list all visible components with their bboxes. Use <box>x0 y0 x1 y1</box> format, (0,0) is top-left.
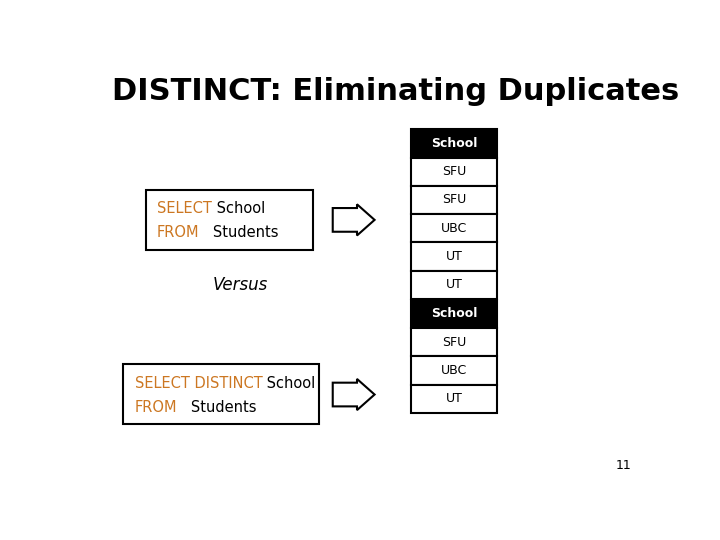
Bar <box>411 214 498 242</box>
Text: Students: Students <box>177 400 256 415</box>
Text: UT: UT <box>446 250 462 263</box>
Bar <box>411 300 498 328</box>
Bar <box>411 186 498 214</box>
Text: UT: UT <box>446 278 462 291</box>
Text: SFU: SFU <box>442 165 467 178</box>
Bar <box>411 158 498 186</box>
Bar <box>411 356 498 384</box>
Bar <box>411 242 498 271</box>
Text: FROM: FROM <box>135 400 177 415</box>
Text: School: School <box>431 307 477 320</box>
Text: 11: 11 <box>616 460 631 472</box>
Text: School: School <box>212 201 265 217</box>
Polygon shape <box>333 379 374 410</box>
Text: DISTINCT: Eliminating Duplicates: DISTINCT: Eliminating Duplicates <box>112 77 680 106</box>
Text: UBC: UBC <box>441 222 467 235</box>
Bar <box>411 271 498 299</box>
Text: SFU: SFU <box>442 193 467 206</box>
Text: School: School <box>262 376 315 391</box>
Text: Students: Students <box>199 225 279 240</box>
Text: SELECT: SELECT <box>157 201 212 217</box>
Polygon shape <box>333 204 374 235</box>
Text: UBC: UBC <box>441 364 467 377</box>
Bar <box>411 328 498 356</box>
Text: Versus: Versus <box>213 276 268 294</box>
Bar <box>411 129 498 158</box>
Bar <box>124 364 319 424</box>
Text: School: School <box>431 137 477 150</box>
Text: SFU: SFU <box>442 336 467 349</box>
Text: FROM: FROM <box>157 225 199 240</box>
Text: UT: UT <box>446 392 462 405</box>
Text: SELECT DISTINCT: SELECT DISTINCT <box>135 376 262 391</box>
Bar <box>411 384 498 413</box>
Bar <box>145 190 313 250</box>
